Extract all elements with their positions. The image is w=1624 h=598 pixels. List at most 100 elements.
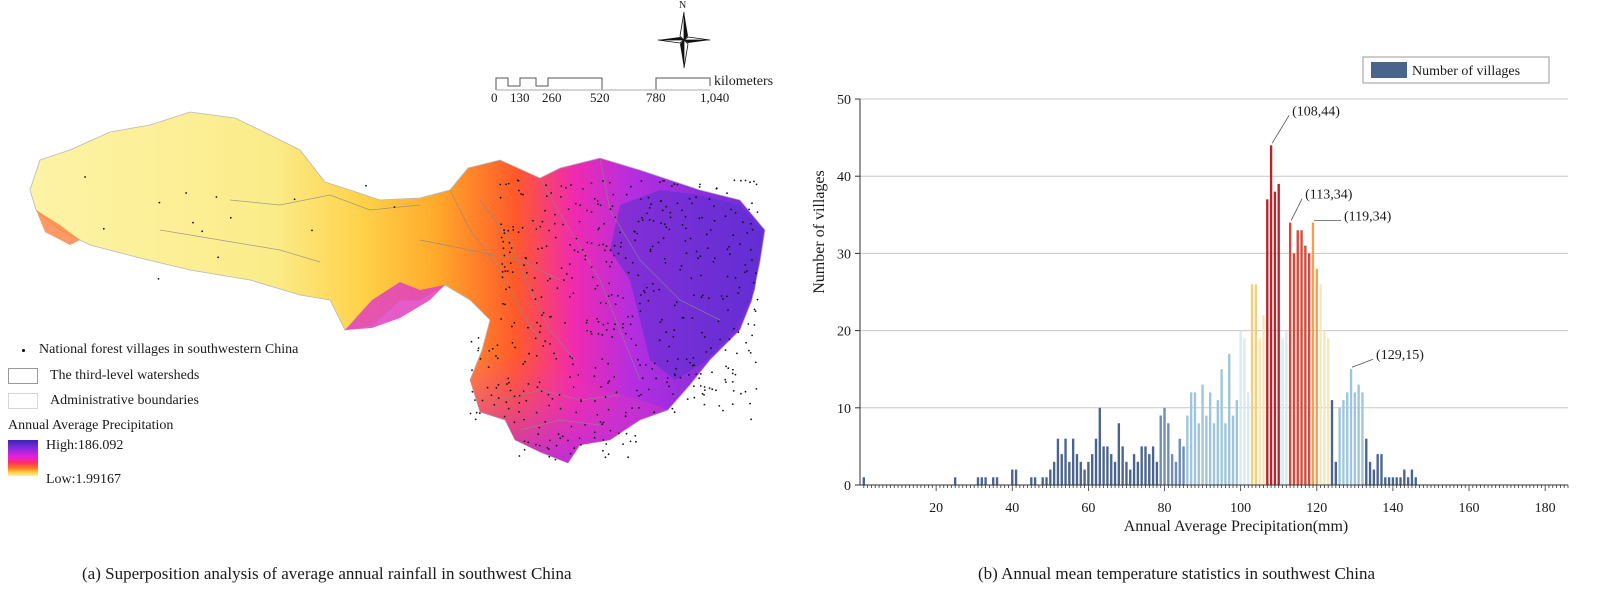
village-dot bbox=[698, 217, 701, 220]
village-dot bbox=[586, 319, 588, 322]
village-dot bbox=[537, 248, 539, 250]
village-dot bbox=[653, 362, 656, 365]
village-dot bbox=[693, 385, 695, 388]
histogram-bar bbox=[1273, 191, 1277, 485]
village-dot bbox=[744, 264, 747, 266]
histogram-bar bbox=[1079, 461, 1082, 485]
village-dot bbox=[668, 345, 670, 348]
village-dot bbox=[607, 382, 609, 384]
village-dot bbox=[603, 249, 606, 252]
village-dot bbox=[496, 357, 499, 360]
village-dot bbox=[647, 196, 650, 199]
village-dot bbox=[535, 443, 537, 446]
village-dot bbox=[726, 192, 728, 195]
village-dot bbox=[731, 372, 734, 375]
x-tick-label: 100 bbox=[1230, 501, 1251, 516]
village-dot bbox=[507, 229, 510, 232]
village-dot bbox=[666, 377, 669, 379]
histogram-bar bbox=[1319, 284, 1322, 485]
village-dot bbox=[753, 281, 755, 284]
scale-tick-label: 130 bbox=[510, 90, 530, 105]
village-dot bbox=[662, 237, 665, 240]
village-dot bbox=[630, 337, 633, 340]
village-dot bbox=[751, 259, 753, 261]
village-dot bbox=[586, 329, 588, 332]
village-dot bbox=[532, 219, 534, 222]
legend-swatch bbox=[1371, 62, 1407, 78]
village-dot bbox=[523, 264, 525, 266]
village-dot bbox=[586, 209, 588, 212]
histogram-bar bbox=[1167, 423, 1170, 485]
village-dot bbox=[570, 425, 573, 428]
village-dot bbox=[705, 233, 708, 236]
annotation-layer: (108,44) (113,34) (119,34) (129,15) bbox=[1271, 104, 1424, 368]
village-dot bbox=[578, 220, 581, 223]
histogram-bar bbox=[1231, 415, 1235, 485]
village-dot bbox=[470, 340, 473, 343]
village-dot bbox=[217, 256, 220, 259]
village-dot bbox=[659, 321, 662, 323]
histogram-bar bbox=[1155, 461, 1159, 485]
southwest-tip bbox=[36, 210, 80, 245]
village-dot bbox=[607, 295, 610, 297]
village-dot bbox=[677, 358, 679, 360]
village-dot bbox=[673, 329, 676, 331]
village-dot bbox=[531, 289, 534, 292]
histogram-bar bbox=[1372, 469, 1376, 485]
village-dot bbox=[672, 335, 675, 338]
village-dot bbox=[749, 248, 752, 251]
village-dot bbox=[706, 247, 709, 250]
village-dot bbox=[564, 322, 566, 324]
village-dot bbox=[642, 289, 645, 292]
histogram-bar bbox=[1288, 222, 1292, 485]
histogram-bar bbox=[1376, 454, 1379, 485]
histogram-bar bbox=[1033, 477, 1037, 485]
village-dot bbox=[505, 288, 507, 291]
village-dot bbox=[505, 401, 508, 403]
village-dot bbox=[675, 367, 677, 370]
village-dot bbox=[569, 452, 572, 455]
village-dot bbox=[590, 211, 593, 214]
village-dot bbox=[569, 244, 571, 246]
village-dot bbox=[639, 302, 641, 305]
histogram-bar bbox=[1064, 438, 1067, 485]
village-dot bbox=[554, 213, 556, 216]
village-dot bbox=[688, 374, 690, 376]
village-dot bbox=[607, 453, 610, 456]
village-dot bbox=[534, 337, 537, 340]
village-dot bbox=[641, 377, 644, 380]
village-dot bbox=[665, 331, 668, 334]
legend-precip-title: Annual Average Precipitation bbox=[8, 418, 174, 433]
village-dot bbox=[685, 252, 688, 255]
histogram-bar bbox=[1121, 446, 1124, 485]
village-dot bbox=[609, 429, 612, 432]
village-dot bbox=[629, 440, 632, 443]
village-dot bbox=[644, 291, 646, 294]
village-dot bbox=[596, 200, 599, 203]
village-dot bbox=[557, 433, 560, 436]
village-dot bbox=[753, 324, 756, 326]
village-dot bbox=[748, 349, 750, 352]
histogram-bar bbox=[1361, 392, 1364, 485]
chart-panel: 0 10 20 30 40 50 20 40 60 80 100 120 140 160 180 (108,… bbox=[800, 0, 1624, 598]
x-tick-label: 40 bbox=[1005, 501, 1019, 516]
chart-caption: (b) Annual mean temperature statistics i… bbox=[978, 564, 1376, 583]
histogram-bar bbox=[1068, 461, 1071, 485]
village-dot bbox=[548, 455, 551, 458]
village-dot bbox=[534, 298, 537, 300]
village-dot bbox=[497, 384, 500, 386]
histogram-bar bbox=[1041, 477, 1044, 485]
village-dot bbox=[555, 357, 558, 360]
village-dot bbox=[699, 255, 702, 258]
y-tick-label: 50 bbox=[837, 93, 851, 108]
village-dot bbox=[680, 265, 683, 267]
bar-layer bbox=[862, 145, 1417, 486]
village-dot bbox=[711, 388, 714, 391]
histogram-bar bbox=[1254, 284, 1258, 485]
village-dot bbox=[614, 216, 617, 219]
village-dot bbox=[639, 198, 642, 201]
village-dot bbox=[525, 399, 528, 402]
village-dot bbox=[549, 315, 551, 318]
village-dot bbox=[503, 254, 506, 257]
village-dot bbox=[634, 231, 636, 233]
